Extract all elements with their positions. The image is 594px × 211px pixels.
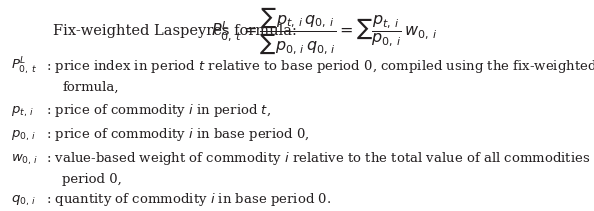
Text: period 0,: period 0, — [62, 173, 122, 186]
Text: : price of commodity $i$ in period $t$,: : price of commodity $i$ in period $t$, — [46, 102, 271, 119]
Text: : quantity of commodity $i$ in base period 0.: : quantity of commodity $i$ in base peri… — [46, 191, 331, 208]
Text: $p_{t,\,i}$: $p_{t,\,i}$ — [11, 105, 34, 119]
Text: : price of commodity $i$ in base period 0,: : price of commodity $i$ in base period … — [46, 126, 309, 143]
Text: $P^{L}_{0,\,t}$: $P^{L}_{0,\,t}$ — [11, 56, 37, 77]
Text: $p_{0,\,i}$: $p_{0,\,i}$ — [11, 129, 36, 143]
Text: $P^{L}_{0,\,t} = \dfrac{\sum p_{t,\,i}\,q_{0,\,i}}{\sum p_{0,\,i}\,q_{0,\,i}} = : $P^{L}_{0,\,t} = \dfrac{\sum p_{t,\,i}\,… — [211, 6, 437, 57]
Text: Fix-weighted Laspeyres formula:: Fix-weighted Laspeyres formula: — [53, 24, 297, 38]
Text: $q_{0,\,i}$: $q_{0,\,i}$ — [11, 194, 36, 208]
Text: $w_{0,\,i}$: $w_{0,\,i}$ — [11, 153, 39, 167]
Text: : value-based weight of commodity $i$ relative to the total value of all commodi: : value-based weight of commodity $i$ re… — [46, 150, 594, 167]
Text: formula,: formula, — [62, 81, 119, 94]
Text: : price index in period $t$ relative to base period 0, compiled using the fix-we: : price index in period $t$ relative to … — [46, 58, 594, 75]
